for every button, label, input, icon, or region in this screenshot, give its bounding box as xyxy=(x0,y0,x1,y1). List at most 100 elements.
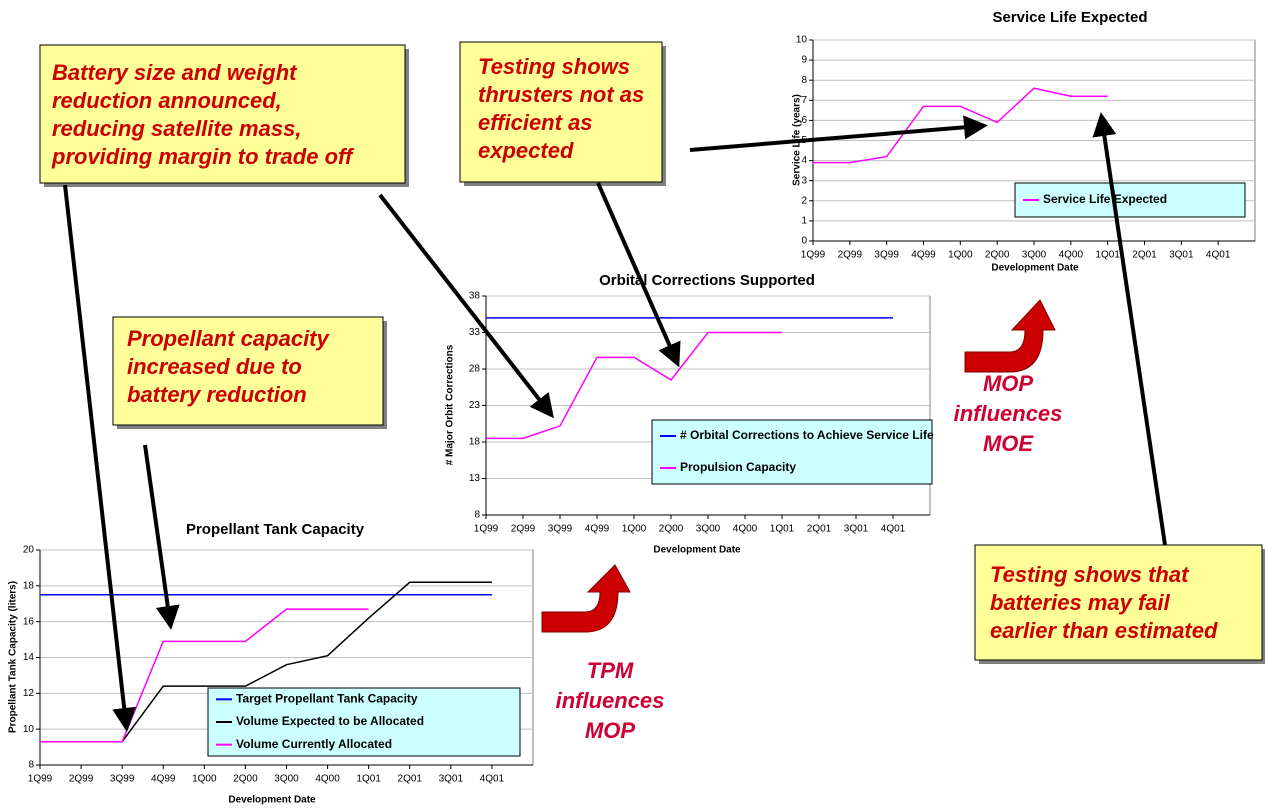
x-tick-label: 4Q01 xyxy=(881,524,906,535)
influence-text: MOE xyxy=(983,431,1034,456)
callout-box xyxy=(112,316,384,426)
y-axis-title: Propellant Tank Capacity (liters) xyxy=(8,581,19,733)
x-tick-label: 4Q00 xyxy=(315,774,340,785)
callout-text: batteries may fail xyxy=(990,590,1171,615)
curved-arrow xyxy=(541,564,631,633)
y-tick-label: 4 xyxy=(801,155,807,166)
y-tick-label: 14 xyxy=(23,652,35,663)
x-axis-title: Development Date xyxy=(653,545,741,556)
y-tick-label: 2 xyxy=(801,195,807,206)
x-tick-label: 3Q00 xyxy=(274,774,299,785)
curved-arrows xyxy=(541,299,1056,633)
x-tick-label: 2Q01 xyxy=(807,524,832,535)
x-tick-label: 4Q00 xyxy=(733,524,758,535)
x-tick-label: 4Q01 xyxy=(480,774,505,785)
y-tick-label: 28 xyxy=(469,364,481,375)
callout-text: Propellant capacity xyxy=(127,326,331,351)
y-tick-label: 12 xyxy=(23,688,35,699)
legend-label: Volume Expected to be Allocated xyxy=(236,714,424,728)
callout-text: Battery size and weight xyxy=(52,60,298,85)
legend-label: Volume Currently Allocated xyxy=(236,737,392,751)
x-tick-label: 1Q00 xyxy=(192,774,217,785)
y-tick-label: 13 xyxy=(469,473,481,484)
callout: Testing shows that batteries may fail earl… xyxy=(974,544,1265,664)
legend-label: # Orbital Corrections to Achieve Service… xyxy=(680,428,934,442)
x-tick-label: 2Q01 xyxy=(398,774,423,785)
callout-text: expected xyxy=(478,138,574,163)
series-line xyxy=(40,608,369,743)
callout-text: reducing satellite mass, xyxy=(52,116,301,141)
x-tick-label: 3Q01 xyxy=(844,524,869,535)
legend-label: Target Propellant Tank Capacity xyxy=(236,692,418,706)
arrows xyxy=(63,112,1167,732)
x-tick-label: 2Q99 xyxy=(69,774,94,785)
influence-text: influences xyxy=(954,401,1063,426)
y-tick-label: 33 xyxy=(469,327,481,338)
x-tick-label: 3Q01 xyxy=(439,774,464,785)
x-tick-label: 4Q99 xyxy=(911,250,936,261)
x-tick-label: 1Q01 xyxy=(1095,250,1120,261)
x-tick-label: 3Q99 xyxy=(110,774,135,785)
x-tick-label: 3Q99 xyxy=(548,524,573,535)
x-tick-label: 2Q01 xyxy=(1132,250,1157,261)
callout-text: reduction announced, xyxy=(52,88,282,113)
y-tick-label: 23 xyxy=(469,400,481,411)
chart-title: Service Life Expected xyxy=(992,9,1147,26)
x-tick-label: 1Q00 xyxy=(622,524,647,535)
y-tick-label: 38 xyxy=(469,291,481,302)
influence-text: TPM xyxy=(587,658,634,683)
arrow xyxy=(596,182,681,368)
y-tick-label: 18 xyxy=(469,437,481,448)
legend-label: Service Life Expected xyxy=(1043,192,1167,206)
y-tick-label: 9 xyxy=(801,55,807,66)
x-tick-label: 2Q00 xyxy=(659,524,684,535)
arrow xyxy=(63,184,137,732)
x-tick-label: 4Q99 xyxy=(151,774,176,785)
arrow xyxy=(689,115,988,152)
legend-box xyxy=(1014,182,1246,218)
arrow xyxy=(378,193,554,419)
callout-box xyxy=(39,44,406,184)
x-tick-label: 1Q00 xyxy=(948,250,973,261)
y-tick-label: 8 xyxy=(474,510,480,521)
y-tick-label: 8 xyxy=(801,75,807,86)
influence-text: MOP xyxy=(585,718,635,743)
legend-label: Propulsion Capacity xyxy=(680,460,796,474)
x-tick-label: 1Q01 xyxy=(356,774,381,785)
x-tick-label: 1Q99 xyxy=(801,250,826,261)
callout-text: thrusters not as xyxy=(478,82,644,107)
y-tick-label: 10 xyxy=(796,35,808,46)
y-tick-label: 7 xyxy=(801,95,807,106)
callout-text: earlier than estimated xyxy=(990,618,1218,643)
callout-text: efficient as xyxy=(478,110,593,135)
y-tick-label: 18 xyxy=(23,580,35,591)
y-axis-title: # Major Orbit Corrections xyxy=(445,344,456,465)
y-tick-label: 3 xyxy=(801,175,807,186)
x-tick-label: 4Q99 xyxy=(585,524,610,535)
y-tick-label: 6 xyxy=(801,115,807,126)
callouts: Battery size and weight reduction announc… xyxy=(39,41,1265,743)
callout-text: providing margin to trade off xyxy=(51,144,355,169)
y-tick-label: 20 xyxy=(23,545,35,556)
legend-box xyxy=(651,419,933,485)
chart: 0123456789101Q992Q993Q994Q991Q002Q003Q00… xyxy=(792,9,1256,274)
curved-arrow xyxy=(964,299,1056,373)
x-tick-label: 3Q00 xyxy=(1022,250,1047,261)
x-tick-label: 3Q01 xyxy=(1169,250,1194,261)
influence-text: MOP xyxy=(983,371,1033,396)
y-tick-label: 0 xyxy=(801,236,807,247)
y-tick-label: 1 xyxy=(801,216,807,227)
callout-text: Testing shows xyxy=(478,54,630,79)
x-tick-label: 2Q99 xyxy=(838,250,863,261)
x-tick-label: 3Q99 xyxy=(874,250,899,261)
legend-box xyxy=(207,687,521,757)
x-tick-label: 2Q00 xyxy=(985,250,1010,261)
x-axis-title: Development Date xyxy=(991,263,1079,274)
y-tick-label: 16 xyxy=(23,616,35,627)
callout-text: increased due to xyxy=(127,354,302,379)
chart-title: Propellant Tank Capacity xyxy=(186,521,365,538)
y-tick-label: 8 xyxy=(28,760,34,771)
x-tick-label: 1Q99 xyxy=(28,774,53,785)
x-tick-label: 1Q99 xyxy=(474,524,499,535)
